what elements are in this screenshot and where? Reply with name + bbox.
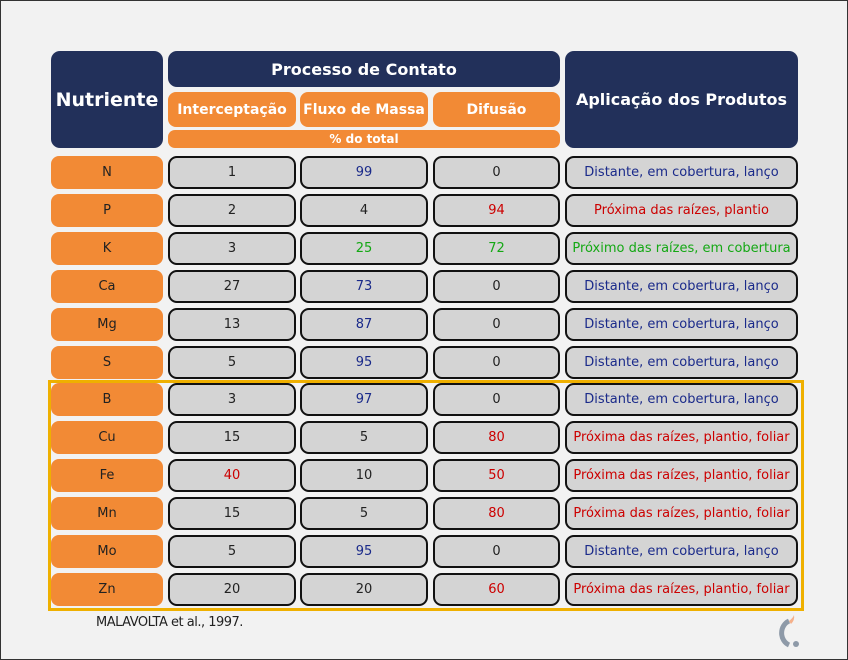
nutrient-label: Mo: [51, 535, 163, 568]
aplicacao-cell: Próxima das raízes, plantio: [565, 194, 798, 227]
fluxo-cell: 99: [300, 156, 428, 189]
header-unit: % do total: [168, 130, 560, 148]
difusao-cell: 94: [433, 194, 560, 227]
fluxo-cell: 20: [300, 573, 428, 606]
interceptacao-cell: 2: [168, 194, 296, 227]
fluxo-cell: 5: [300, 497, 428, 530]
nutrient-label: K: [51, 232, 163, 265]
aplicacao-cell: Próxima das raízes, plantio, foliar: [565, 497, 798, 530]
nutrient-label: Ca: [51, 270, 163, 303]
source-citation: MALAVOLTA et al., 1997.: [96, 615, 243, 630]
aplicacao-cell: Próxima das raízes, plantio, foliar: [565, 573, 798, 606]
difusao-cell: 0: [433, 535, 560, 568]
header-processo-contato: Processo de Contato: [168, 51, 560, 87]
aplicacao-cell: Distante, em cobertura, lanço: [565, 308, 798, 341]
interceptacao-cell: 27: [168, 270, 296, 303]
header-difusao: Difusão: [433, 92, 560, 127]
interceptacao-cell: 20: [168, 573, 296, 606]
nutrient-label: Cu: [51, 421, 163, 454]
logo-icon: [779, 615, 799, 648]
fluxo-cell: 97: [300, 383, 428, 416]
header-interceptacao: Interceptação: [168, 92, 296, 127]
header-fluxo-massa: Fluxo de Massa: [300, 92, 428, 127]
nutrient-label: N: [51, 156, 163, 189]
difusao-cell: 50: [433, 459, 560, 492]
nutrient-label: P: [51, 194, 163, 227]
difusao-cell: 0: [433, 156, 560, 189]
aplicacao-cell: Próxima das raízes, plantio, foliar: [565, 459, 798, 492]
interceptacao-cell: 5: [168, 346, 296, 379]
difusao-cell: 0: [433, 308, 560, 341]
fluxo-cell: 95: [300, 535, 428, 568]
fluxo-cell: 95: [300, 346, 428, 379]
fluxo-cell: 25: [300, 232, 428, 265]
difusao-cell: 0: [433, 270, 560, 303]
interceptacao-cell: 1: [168, 156, 296, 189]
aplicacao-cell: Próximo das raízes, em cobertura: [565, 232, 798, 265]
difusao-cell: 0: [433, 346, 560, 379]
difusao-cell: 0: [433, 383, 560, 416]
fluxo-cell: 87: [300, 308, 428, 341]
difusao-cell: 80: [433, 421, 560, 454]
fluxo-cell: 10: [300, 459, 428, 492]
fluxo-cell: 73: [300, 270, 428, 303]
nutrient-label: Mn: [51, 497, 163, 530]
interceptacao-cell: 13: [168, 308, 296, 341]
aplicacao-cell: Distante, em cobertura, lanço: [565, 535, 798, 568]
interceptacao-cell: 5: [168, 535, 296, 568]
aplicacao-cell: Distante, em cobertura, lanço: [565, 156, 798, 189]
nutrient-label: B: [51, 383, 163, 416]
aplicacao-cell: Distante, em cobertura, lanço: [565, 346, 798, 379]
fluxo-cell: 5: [300, 421, 428, 454]
header-nutriente: Nutriente: [51, 51, 163, 148]
aplicacao-cell: Próxima das raízes, plantio, foliar: [565, 421, 798, 454]
fluxo-cell: 4: [300, 194, 428, 227]
nutrient-label: Mg: [51, 308, 163, 341]
difusao-cell: 72: [433, 232, 560, 265]
difusao-cell: 80: [433, 497, 560, 530]
aplicacao-cell: Distante, em cobertura, lanço: [565, 270, 798, 303]
aplicacao-cell: Distante, em cobertura, lanço: [565, 383, 798, 416]
interceptacao-cell: 15: [168, 421, 296, 454]
header-aplicacao: Aplicação dos Produtos: [565, 51, 798, 148]
interceptacao-cell: 40: [168, 459, 296, 492]
difusao-cell: 60: [433, 573, 560, 606]
nutrient-label: S: [51, 346, 163, 379]
interceptacao-cell: 3: [168, 383, 296, 416]
interceptacao-cell: 3: [168, 232, 296, 265]
interceptacao-cell: 15: [168, 497, 296, 530]
nutrient-label: Zn: [51, 573, 163, 606]
nutrient-label: Fe: [51, 459, 163, 492]
